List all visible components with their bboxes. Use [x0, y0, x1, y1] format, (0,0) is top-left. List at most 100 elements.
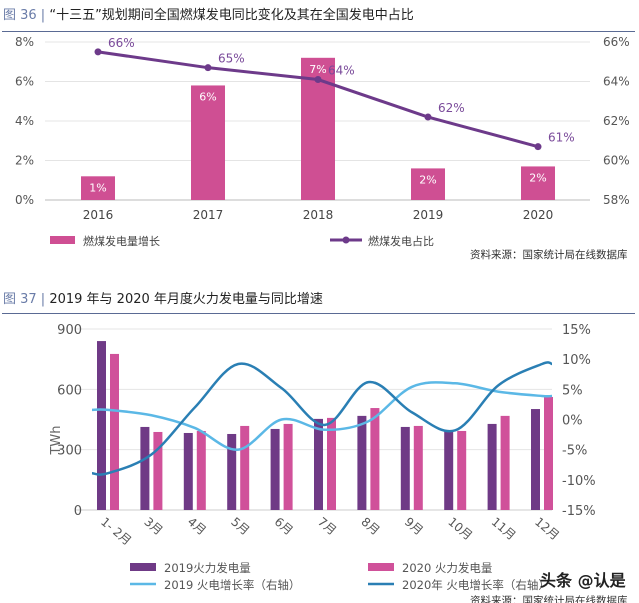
bar	[240, 425, 250, 510]
x-tick-label: 2018	[303, 208, 334, 222]
x-tick-label: 11月	[489, 515, 519, 543]
bar	[327, 417, 336, 510]
x-tick-label: 1- 2月	[98, 515, 134, 548]
fig37-title-text: 2019 年与 2020 年月度火力发电量与同比增速	[49, 292, 323, 307]
bar-label: 2%	[529, 171, 546, 184]
right-tick-label: 10%	[562, 353, 591, 368]
right-tick-label: 62%	[603, 114, 630, 128]
line-series	[91, 381, 553, 451]
fig36-number: 图 36 |	[3, 8, 46, 23]
right-tick-label: 5%	[562, 383, 583, 398]
legend-label: 2019 火电增长率（右轴）	[164, 578, 300, 592]
fig36-title: 图 36 | “十三五”规划期间全国燃煤发电同比变化及其在全国发电中占比	[3, 4, 414, 23]
line-label: 64%	[328, 64, 355, 78]
line-point	[424, 113, 432, 121]
x-tick-label: 2017	[193, 208, 224, 222]
left-tick-label: 0	[74, 504, 82, 519]
legend-marker	[342, 236, 350, 244]
bar	[283, 423, 293, 510]
right-tick-label: 15%	[562, 323, 591, 338]
bar	[544, 396, 553, 510]
x-tick-label: 2020	[523, 208, 554, 222]
left-tick-label: 4%	[15, 114, 34, 128]
x-tick-label: 6月	[272, 515, 296, 538]
bar	[521, 166, 555, 200]
bar-label: 1%	[89, 181, 106, 194]
fig37-number: 图 37 |	[3, 292, 46, 307]
line-point	[94, 48, 102, 56]
bar	[487, 423, 497, 510]
left-tick-label: 2%	[15, 154, 34, 168]
x-tick-label: 8月	[358, 515, 382, 538]
fig36-rule	[2, 31, 635, 32]
bar	[500, 415, 510, 510]
right-tick-label: 60%	[603, 154, 630, 168]
fig36-source: 资料来源：国家统计局在线数据库	[470, 249, 628, 261]
bar	[270, 428, 280, 510]
x-tick-label: 3月	[141, 515, 165, 538]
right-tick-label: -5%	[562, 444, 587, 459]
x-tick-label: 10月	[445, 515, 475, 543]
bar	[357, 415, 367, 510]
line-label: 61%	[548, 131, 575, 145]
bar	[444, 429, 454, 510]
bar	[183, 432, 193, 510]
bar-label: 2%	[419, 173, 436, 186]
fig36-title-text: “十三五”规划期间全国燃煤发电同比变化及其在全国发电中占比	[49, 8, 414, 23]
line-label: 65%	[218, 52, 245, 66]
right-tick-label: 0%	[562, 414, 583, 429]
legend-label: 燃煤发电占比	[368, 234, 434, 248]
bar	[140, 426, 150, 510]
left-tick-label: 900	[57, 323, 82, 338]
line-series	[91, 361, 553, 476]
right-tick-label: 64%	[603, 75, 630, 89]
bar	[411, 168, 445, 200]
line-label: 66%	[108, 36, 135, 50]
left-tick-label: 600	[57, 383, 82, 398]
left-tick-label: 6%	[15, 75, 34, 89]
left-tick-label: 300	[57, 444, 82, 459]
legend-swatch-bar	[50, 236, 75, 244]
x-tick-label: 2016	[83, 208, 114, 222]
line-label: 62%	[438, 101, 465, 115]
legend-label: 2019火力发电量	[164, 561, 251, 575]
right-tick-label: 58%	[603, 193, 630, 207]
bar	[413, 425, 423, 510]
bar	[457, 430, 467, 510]
fig37-source: 资料来源：国家统计局在线数据库	[470, 595, 628, 603]
bar	[314, 418, 323, 510]
x-tick-label: 4月	[185, 515, 209, 538]
bar	[531, 409, 540, 510]
line-point	[204, 64, 212, 72]
right-tick-label: 66%	[603, 35, 630, 49]
x-tick-label: 12月	[532, 515, 562, 543]
fig37-rule	[2, 313, 635, 314]
legend-label: 燃煤发电量增长	[83, 234, 160, 248]
y-axis-label: TWh	[49, 425, 64, 455]
bar	[191, 85, 225, 200]
bar	[227, 433, 237, 510]
bar-label: 6%	[199, 90, 216, 103]
legend-label: 2020 火力发电量	[402, 561, 492, 575]
x-tick-label: 7月	[315, 515, 339, 538]
right-tick-label: -15%	[562, 504, 596, 519]
x-tick-label: 5月	[228, 515, 252, 538]
bar	[153, 431, 163, 510]
bar	[400, 426, 410, 510]
bar	[110, 353, 119, 510]
left-tick-label: 8%	[15, 35, 34, 49]
left-tick-label: 0%	[15, 193, 34, 207]
right-tick-label: -10%	[562, 474, 596, 489]
line-point	[534, 143, 542, 151]
bar	[196, 430, 206, 510]
legend-label: 2020年 火电增长率（右轴）	[402, 578, 550, 592]
line-point	[314, 76, 322, 84]
watermark: 头条 @认是	[540, 571, 626, 590]
bar	[370, 408, 380, 510]
bar	[97, 341, 106, 510]
bar	[81, 176, 115, 200]
bar-label: 7%	[309, 63, 326, 76]
legend-swatch-bar	[130, 563, 156, 571]
